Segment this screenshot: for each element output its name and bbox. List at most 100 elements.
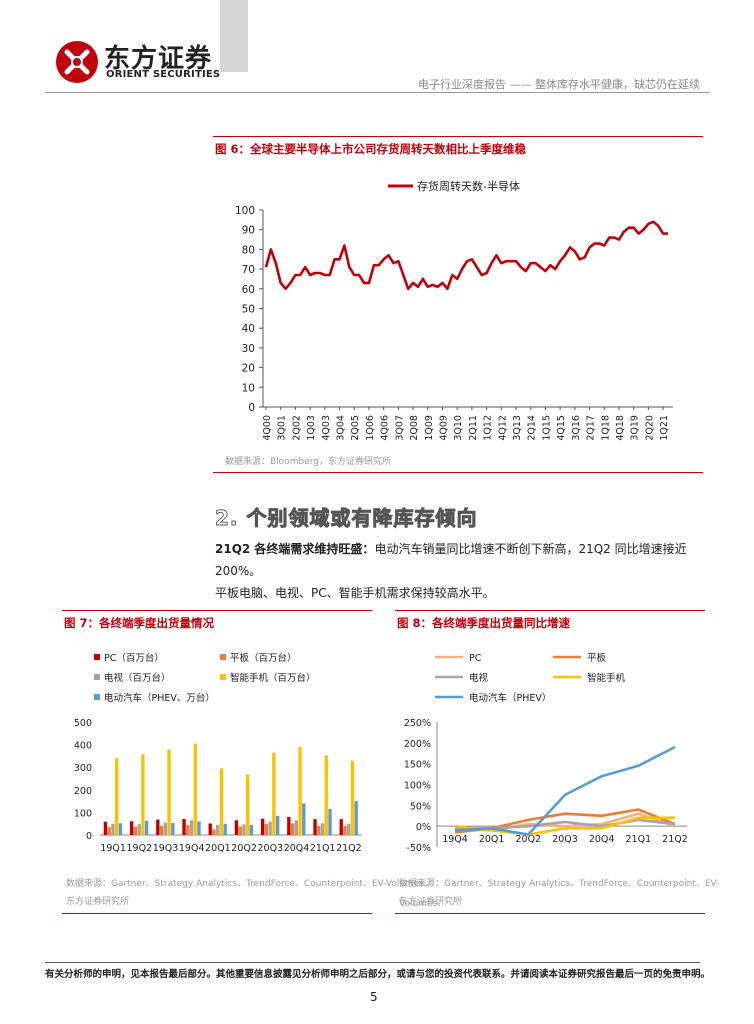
fig7-y-tick-label: 400 — [74, 741, 92, 752]
fig8-x-tick-label: 21Q2 — [662, 834, 688, 845]
fig7-bar — [103, 821, 108, 835]
fig8-legend-label: PC — [469, 653, 482, 664]
fig7-bar — [272, 752, 276, 835]
fig7-bar — [249, 825, 254, 835]
fig7-bar — [216, 824, 220, 835]
fig7-bar — [313, 819, 317, 835]
fig6-x-tick-label: 2Q08 — [409, 415, 420, 441]
fig7-legend-label: 电视（百万台） — [104, 672, 171, 684]
fig7-bar — [129, 821, 134, 835]
fig7-x-tick-label: 21Q2 — [336, 843, 362, 854]
fig7-legend-swatch — [94, 674, 100, 680]
fig6-top-rule — [213, 136, 703, 137]
fig8-y-tick-label: 0% — [416, 822, 431, 833]
fig8-y-tick-label: -50% — [406, 843, 431, 854]
fig7-x-tick-label: 20Q4 — [284, 843, 310, 854]
fig8-legend-label: 电动汽车（PHEV） — [469, 692, 551, 704]
fig7-bar — [317, 825, 321, 835]
section-paragraph: 21Q2 各终端需求维持旺盛：电动汽车销量同比增速不断创下新高，21Q2 同比增… — [215, 538, 715, 604]
fig8-series-line — [454, 745, 676, 836]
fig8-y-tick-label: 50% — [410, 801, 431, 812]
fig8-x-tick-label: 19Q4 — [442, 834, 468, 845]
fig7-bar — [156, 819, 160, 835]
fig8-legend-label: 平板 — [587, 652, 607, 664]
fig6-x-tick-label: 4Q00 — [262, 415, 273, 441]
fig7-bar — [118, 823, 123, 835]
fig8-source-1: 数据来源：Gartner、Strategy Analytics、TrendFor… — [399, 879, 720, 909]
fig6-x-tick-label: 4Q06 — [380, 415, 391, 441]
fig7-bar — [193, 743, 197, 835]
fig7-x-tick-label: 19Q2 — [126, 843, 152, 854]
fig7-bar — [186, 825, 190, 835]
fig7-x-tick-label: 19Q3 — [153, 843, 179, 854]
fig6-x-tick-label: 4Q03 — [321, 415, 332, 441]
fig8-title: 图 8：各终端季度出货量同比增速 — [397, 616, 571, 630]
fig7-bar — [287, 816, 291, 835]
fig8-x-tick-label: 20Q4 — [589, 834, 615, 845]
fig6-x-tick-label: 3Q01 — [277, 415, 288, 441]
fig7-bar — [182, 818, 186, 835]
fig6-x-tick-label: 2Q02 — [291, 415, 302, 441]
fig8-x-tick-label: 20Q2 — [516, 834, 542, 845]
fig7-legend-label: 电动汽车（PHEV、万台） — [104, 692, 215, 704]
fig6-x-tick-label: 3Q13 — [512, 415, 523, 441]
fig6-y-tick-label: 60 — [242, 284, 255, 296]
fig8-top-rule — [395, 610, 705, 611]
fig7-bar — [302, 803, 306, 835]
fig7-bar — [242, 824, 246, 835]
fig7-bar — [223, 823, 227, 835]
fig7-bar — [212, 829, 216, 835]
fig7-x-tick-label: 20Q1 — [205, 843, 231, 854]
fig6-x-tick-label: 4Q15 — [556, 415, 567, 441]
header-decor-stripe — [220, 0, 248, 72]
fig7-y-tick-label: 500 — [74, 718, 92, 729]
fig7-bar — [320, 823, 325, 835]
fig7-bar — [290, 823, 295, 835]
fig8-y-tick-label: 250% — [404, 718, 431, 729]
fig8-legend-label: 电视 — [469, 672, 489, 684]
fig6-y-tick-label: 50 — [242, 304, 255, 316]
fig8-legend-label: 智能手机 — [587, 672, 626, 684]
fig7-legend-label: PC（百万台） — [104, 652, 164, 664]
fig6-y-tick-label: 10 — [242, 382, 255, 394]
fig6-series-line — [264, 220, 668, 291]
fig8-x-tick-label: 21Q1 — [626, 834, 652, 845]
fig7-bar — [347, 823, 351, 835]
page-number: 5 — [370, 990, 378, 1004]
fig7-bar — [159, 825, 164, 835]
fig7-x-tick-label: 21Q1 — [310, 843, 336, 854]
fig6-y-tick-label: 80 — [242, 244, 255, 256]
fig7-bottom-rule — [62, 913, 372, 914]
fig6-y-tick-label: 70 — [242, 264, 255, 276]
brand-name-cn: 东方证券 — [104, 44, 213, 74]
fig7-top-rule — [62, 610, 372, 611]
footer-divider — [45, 962, 700, 963]
fig8-x-tick-label: 20Q3 — [552, 834, 578, 845]
fig7-bar — [111, 823, 115, 835]
report-title: 电子行业深度报告 —— 整体库存水平健康，缺芯仍在延续 — [418, 78, 700, 91]
fig7-bar — [294, 820, 298, 835]
para-text-2: 平板电脑、电视、PC、智能手机需求保持较高水平。 — [215, 586, 495, 600]
section-title: 2. 个别领域或有降库存倾向 — [215, 506, 478, 531]
fig6-x-tick-label: 1Q12 — [483, 415, 494, 441]
fig7-bar — [234, 820, 239, 835]
fig7-legend-swatch — [220, 654, 226, 660]
fig6-x-tick-label: 2Q14 — [527, 415, 538, 441]
orient-logo-icon — [56, 41, 98, 83]
fig6-bottom-rule — [213, 472, 703, 473]
fig6-x-tick-label: 2Q11 — [468, 415, 479, 441]
fig7-bar — [189, 820, 194, 835]
fig7-bar — [245, 774, 250, 835]
fig7-bar — [114, 758, 119, 835]
fig7-bar — [328, 809, 332, 835]
fig7-bar — [324, 755, 328, 835]
fig6-x-tick-label: 1Q03 — [306, 415, 317, 441]
fig7-bar — [141, 754, 145, 835]
fig7-bar — [260, 818, 265, 835]
fig8-y-tick-label: 150% — [404, 760, 431, 771]
brand-name-en: ORIENT SECURITIES — [106, 69, 221, 80]
fig7-bar — [268, 821, 272, 835]
fig6-x-tick-label: 1Q06 — [365, 415, 376, 441]
fig6-y-tick-label: 40 — [242, 323, 255, 335]
fig6-x-tick-label: 4Q09 — [438, 415, 449, 441]
